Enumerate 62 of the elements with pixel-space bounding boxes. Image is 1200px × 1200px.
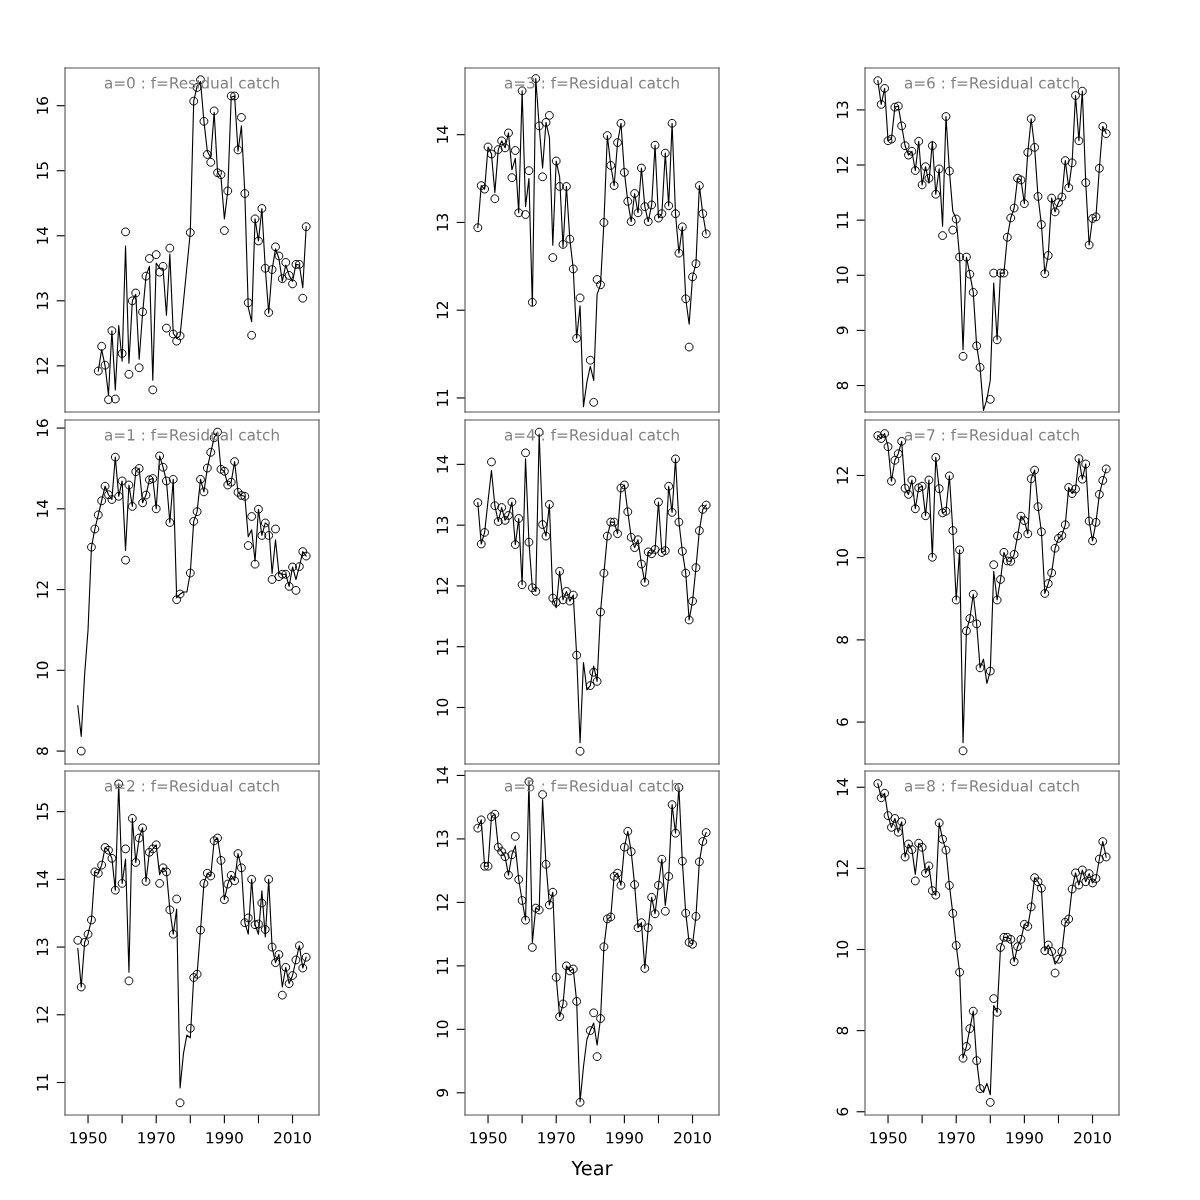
y-tick-label: 8 <box>836 381 849 390</box>
x-tick-label: 2010 <box>274 1131 311 1144</box>
chart-title: a=6 : f=Residual catch <box>904 76 1079 89</box>
chart-title: a=7 : f=Residual catch <box>904 428 1079 441</box>
y-tick-label: 14 <box>436 455 448 473</box>
y-tick-label: 13 <box>436 213 449 231</box>
x-tick-label: 1950 <box>470 1131 507 1144</box>
y-tick-label: 13 <box>36 292 49 309</box>
y-tick-label: 14 <box>836 778 848 796</box>
y-tick-label: 13 <box>36 938 49 956</box>
x-tick-label: 2010 <box>674 1131 711 1144</box>
y-tick-label: 10 <box>836 266 849 284</box>
y-tick-label: 9 <box>836 326 849 335</box>
y-tick-label: 16 <box>36 419 49 437</box>
chart-title: a=8 : f=Residual catch <box>904 779 1079 792</box>
y-tick-label: 10 <box>36 661 49 679</box>
y-tick-label: 8 <box>36 747 49 755</box>
x-tick-label: 2010 <box>1074 1131 1111 1144</box>
y-tick-label: 6 <box>836 1107 849 1116</box>
y-tick-label: 12 <box>436 302 448 319</box>
y-tick-label: 10 <box>836 548 849 566</box>
x-tick-label: 1970 <box>538 1131 575 1144</box>
chart-title: a=3 : f=Residual catch <box>504 76 679 89</box>
y-tick-label: 11 <box>436 638 448 655</box>
y-tick-label: 11 <box>436 389 448 406</box>
x-tick-label: 1990 <box>606 1131 643 1144</box>
y-tick-label: 12 <box>36 1006 48 1023</box>
y-tick-label: 15 <box>36 162 49 179</box>
y-tick-label: 13 <box>436 516 449 534</box>
y-tick-label: 12 <box>36 581 48 598</box>
y-tick-label: 14 <box>436 766 448 784</box>
y-tick-label: 10 <box>836 940 849 958</box>
y-tick-label: 15 <box>36 803 49 820</box>
y-tick-label: 13 <box>436 830 449 847</box>
x-tick-label: 1990 <box>1006 1131 1043 1144</box>
y-tick-label: 12 <box>436 577 448 594</box>
y-tick-label: 10 <box>436 1020 449 1038</box>
y-tick-label: 13 <box>836 101 849 118</box>
y-tick-label: 6 <box>836 718 849 726</box>
y-tick-label: 8 <box>836 636 849 644</box>
y-tick-label: 9 <box>436 1089 449 1097</box>
x-axis-title: Year <box>571 1160 613 1176</box>
y-tick-label: 14 <box>36 226 48 244</box>
x-tick-label: 1970 <box>938 1131 975 1144</box>
y-tick-label: 14 <box>436 125 448 143</box>
y-tick-label: 14 <box>36 499 48 517</box>
y-tick-label: 14 <box>36 870 48 888</box>
y-tick-label: 10 <box>436 698 449 716</box>
y-tick-label: 12 <box>836 467 848 484</box>
y-tick-label: 12 <box>36 357 48 374</box>
y-tick-label: 12 <box>836 860 848 877</box>
x-tick-label: 1970 <box>138 1131 175 1144</box>
y-tick-label: 12 <box>436 894 448 911</box>
y-tick-label: 16 <box>36 96 49 114</box>
y-tick-label: 11 <box>436 957 448 974</box>
y-tick-label: 8 <box>836 1026 849 1035</box>
x-tick-label: 1950 <box>70 1131 107 1144</box>
y-tick-label: 12 <box>836 156 848 174</box>
y-tick-label: 11 <box>836 211 848 229</box>
x-tick-label: 1950 <box>870 1131 907 1144</box>
y-tick-label: 11 <box>36 1074 48 1091</box>
x-tick-label: 1990 <box>206 1131 243 1144</box>
